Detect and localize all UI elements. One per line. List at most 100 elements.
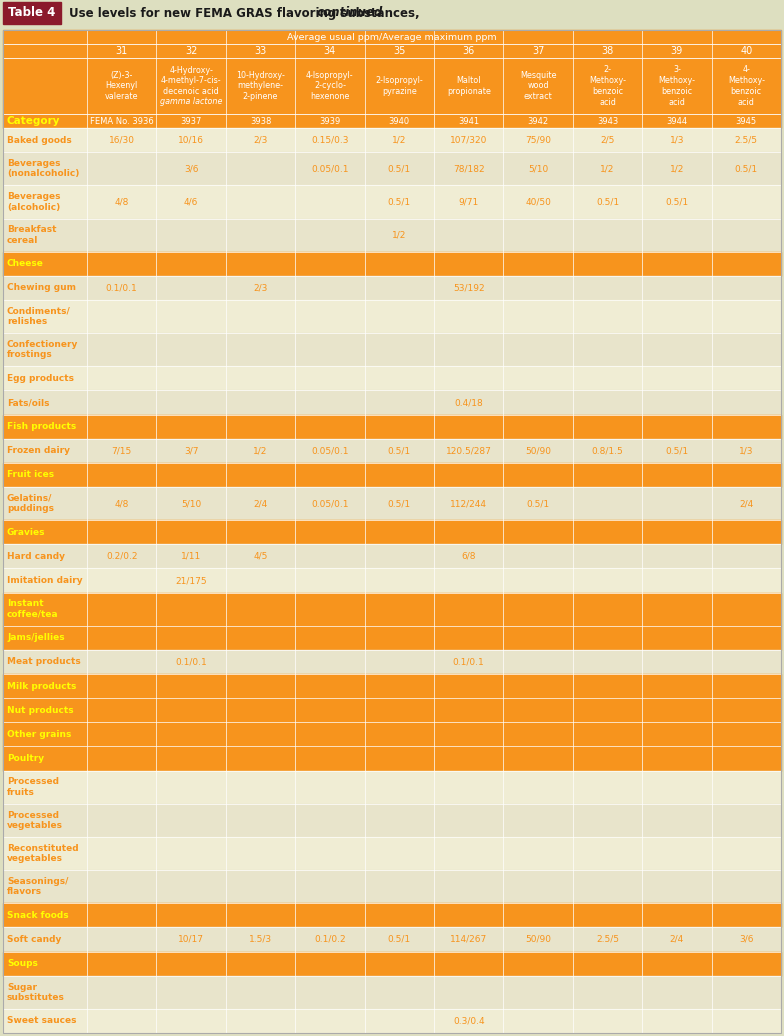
Text: 0.5/1: 0.5/1 — [527, 499, 550, 508]
Text: Instant
coffee/tea: Instant coffee/tea — [7, 600, 59, 618]
Text: 2-
Methoxy-
benzoic
acid: 2- Methoxy- benzoic acid — [589, 65, 626, 107]
Text: 0.5/1: 0.5/1 — [388, 165, 411, 173]
Text: 38: 38 — [601, 46, 614, 56]
Text: Soft candy: Soft candy — [7, 934, 61, 944]
Text: 3/6: 3/6 — [739, 934, 753, 944]
Text: 3942: 3942 — [528, 116, 549, 125]
Bar — [3, 391, 781, 414]
Text: 3944: 3944 — [666, 116, 688, 125]
Text: Jams/jellies: Jams/jellies — [7, 633, 64, 642]
Text: Other grains: Other grains — [7, 729, 71, 739]
Text: 1/2: 1/2 — [601, 165, 615, 173]
Bar — [3, 650, 781, 674]
Bar — [3, 30, 781, 44]
Bar — [3, 722, 781, 746]
Text: 0.1/0.1: 0.1/0.1 — [453, 658, 485, 666]
Text: 6/8: 6/8 — [462, 552, 476, 560]
Bar — [3, 674, 781, 698]
Text: Soups: Soups — [7, 959, 38, 968]
Text: Frozen dairy: Frozen dairy — [7, 447, 70, 455]
Text: 34: 34 — [324, 46, 336, 56]
Bar — [3, 520, 781, 544]
Text: 3943: 3943 — [597, 116, 618, 125]
Text: Use levels for new FEMA GRAS flavoring substances,: Use levels for new FEMA GRAS flavoring s… — [69, 6, 423, 20]
Text: 2.5/5: 2.5/5 — [596, 934, 619, 944]
Text: 50/90: 50/90 — [525, 934, 551, 944]
Text: 3/7: 3/7 — [184, 447, 198, 455]
Bar — [3, 487, 781, 520]
Text: Fruit ices: Fruit ices — [7, 470, 54, 480]
Bar — [3, 771, 781, 804]
Text: 37: 37 — [532, 46, 544, 56]
Text: 0.4/18: 0.4/18 — [454, 398, 483, 407]
Text: 4/8: 4/8 — [114, 499, 129, 508]
Bar — [3, 804, 781, 837]
Text: gamma lactone: gamma lactone — [160, 97, 223, 107]
Bar — [3, 44, 781, 58]
Text: Average usual ppm/Average maximum ppm: Average usual ppm/Average maximum ppm — [287, 32, 497, 41]
Bar — [3, 128, 781, 152]
Text: 0.5/1: 0.5/1 — [388, 447, 411, 455]
Text: 3941: 3941 — [458, 116, 479, 125]
Text: Condiments/
relishes: Condiments/ relishes — [7, 307, 71, 326]
Text: 2/3: 2/3 — [253, 136, 267, 145]
Text: 53/192: 53/192 — [453, 284, 485, 292]
Text: Reconstituted
vegetables: Reconstituted vegetables — [7, 843, 78, 863]
Text: 3/6: 3/6 — [184, 165, 198, 173]
Bar — [3, 626, 781, 650]
Text: 10-Hydroxy-
methylene-
2-pinene: 10-Hydroxy- methylene- 2-pinene — [236, 70, 285, 102]
Bar — [3, 2, 61, 24]
Text: 0.5/1: 0.5/1 — [388, 499, 411, 508]
Bar — [0, 0, 784, 26]
Bar — [3, 1009, 781, 1033]
Text: 1/2: 1/2 — [253, 447, 267, 455]
Text: 4/5: 4/5 — [253, 552, 267, 560]
Text: 7/15: 7/15 — [111, 447, 132, 455]
Text: Chewing gum: Chewing gum — [7, 284, 76, 292]
Text: 33: 33 — [254, 46, 267, 56]
Bar — [3, 951, 781, 976]
Bar — [3, 870, 781, 903]
Bar — [3, 367, 781, 391]
Text: 1/11: 1/11 — [181, 552, 201, 560]
Text: 4-Hydroxy-: 4-Hydroxy- — [169, 65, 213, 75]
Bar — [3, 152, 781, 185]
Bar — [3, 569, 781, 593]
Text: Hard candy: Hard candy — [7, 552, 65, 560]
Bar — [3, 334, 781, 367]
Text: 16/30: 16/30 — [109, 136, 135, 145]
Text: 0.8/1.5: 0.8/1.5 — [592, 447, 623, 455]
Bar — [3, 903, 781, 927]
Text: Mesquite
wood
extract: Mesquite wood extract — [520, 70, 557, 102]
Text: 4/8: 4/8 — [114, 198, 129, 206]
Text: 0.15/0.3: 0.15/0.3 — [311, 136, 349, 145]
Text: 21/175: 21/175 — [176, 576, 207, 585]
Text: Baked goods: Baked goods — [7, 136, 72, 145]
Bar — [3, 698, 781, 722]
Bar — [3, 300, 781, 334]
Text: 0.5/1: 0.5/1 — [666, 198, 688, 206]
Text: 0.05/0.1: 0.05/0.1 — [311, 499, 349, 508]
Bar — [3, 438, 781, 463]
Text: FEMA No. 3936: FEMA No. 3936 — [90, 116, 154, 125]
Text: 2/4: 2/4 — [739, 499, 753, 508]
Text: 0.3/0.4: 0.3/0.4 — [453, 1016, 485, 1026]
Bar — [3, 114, 781, 128]
Text: Milk products: Milk products — [7, 682, 76, 691]
Text: Gelatins/
puddings: Gelatins/ puddings — [7, 494, 54, 513]
Text: 2/4: 2/4 — [670, 934, 684, 944]
Text: Processed
vegetables: Processed vegetables — [7, 810, 63, 830]
Text: Seasonings/
flavors: Seasonings/ flavors — [7, 877, 68, 896]
Text: 0.5/1: 0.5/1 — [388, 198, 411, 206]
Text: Imitation dairy: Imitation dairy — [7, 576, 82, 585]
Bar — [3, 544, 781, 569]
Text: 39: 39 — [671, 46, 683, 56]
Text: 4-methyl-7-cis-: 4-methyl-7-cis- — [161, 77, 221, 85]
Bar — [3, 463, 781, 487]
Text: 2-Isopropyl-
pyrazine: 2-Isopropyl- pyrazine — [376, 76, 423, 96]
Text: 0.5/1: 0.5/1 — [735, 165, 758, 173]
Text: 3938: 3938 — [250, 116, 271, 125]
Text: 3945: 3945 — [735, 116, 757, 125]
Text: 2/4: 2/4 — [253, 499, 267, 508]
Text: Confectionery
frostings: Confectionery frostings — [7, 340, 78, 359]
